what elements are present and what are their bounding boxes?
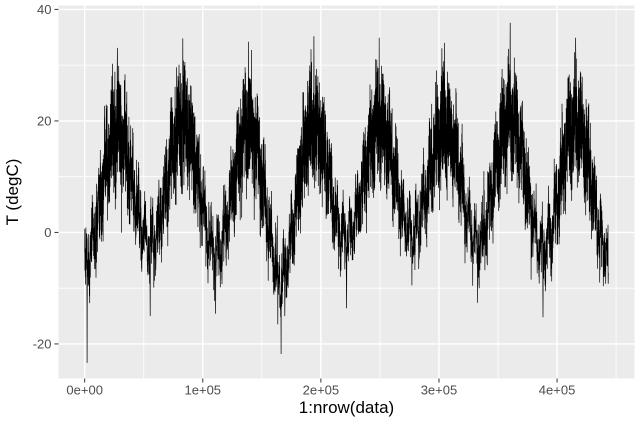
x-tick-label: 2e+05: [303, 383, 340, 398]
x-tick-label: 1e+05: [185, 383, 222, 398]
x-tick-label: 4e+05: [539, 383, 576, 398]
temperature-series-line: [84, 22, 609, 363]
y-tick-label: 0: [44, 225, 51, 240]
x-tick-label: 0e+00: [66, 383, 103, 398]
axis-tick-marks: [54, 8, 558, 383]
x-axis-tick-labels: 0e+00 1e+05 2e+05 3e+05 4e+05: [66, 383, 575, 398]
y-axis-tick-labels: -20 0 20 40: [33, 2, 52, 352]
y-axis-title: T (degC): [3, 159, 22, 226]
y-tick-label: -20: [33, 336, 52, 351]
panel-background: [58, 5, 635, 379]
x-tick-label: 3e+05: [421, 383, 458, 398]
x-axis-title: 1:nrow(data): [299, 398, 394, 417]
y-tick-label: 20: [37, 113, 51, 128]
y-tick-label: 40: [37, 2, 51, 17]
